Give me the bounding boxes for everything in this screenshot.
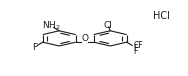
Text: F: F [133, 44, 138, 53]
Text: O: O [81, 34, 88, 43]
Text: NH$_2$: NH$_2$ [42, 20, 60, 32]
Text: F: F [133, 47, 138, 56]
Text: CF: CF [133, 41, 143, 50]
Text: HCl: HCl [153, 11, 170, 21]
Text: Cl: Cl [104, 21, 113, 30]
Text: F: F [32, 43, 37, 52]
